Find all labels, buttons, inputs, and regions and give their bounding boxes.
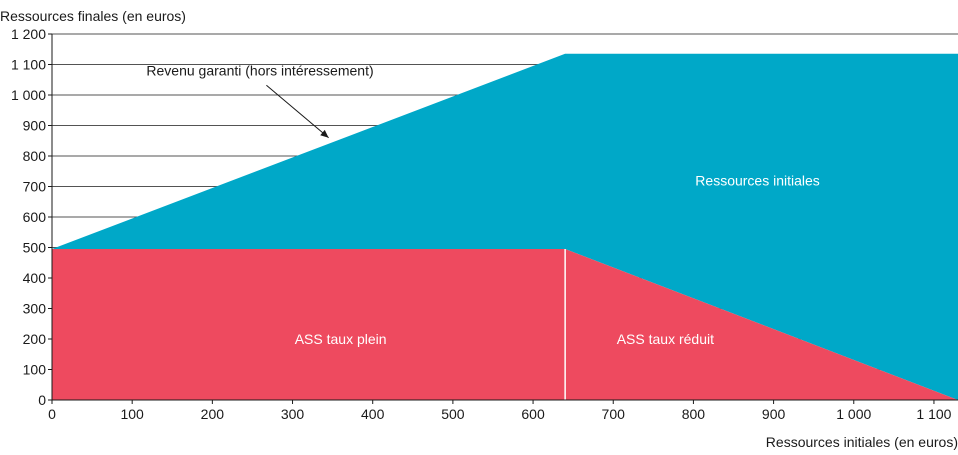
- x-axis-title: Ressources initiales (en euros): [766, 434, 958, 450]
- area-ass-taux-reduit: [565, 249, 958, 400]
- area-ressources-initiales: [52, 53, 958, 401]
- x-tick-label-6: 600: [521, 406, 545, 422]
- area-ass-taux-plein: [52, 249, 566, 400]
- y-tick-label-4: 400: [23, 270, 47, 286]
- axes: [48, 33, 958, 404]
- x-tick-label-10: 1 000: [836, 406, 871, 422]
- y-tick-label-0: 0: [38, 392, 46, 408]
- y-tick-label-8: 800: [23, 148, 47, 164]
- y-tick-label-12: 1 200: [11, 26, 46, 42]
- x-tick-label-2: 200: [201, 406, 225, 422]
- y-tick-label-6: 600: [23, 209, 47, 225]
- x-tick-label-1: 100: [120, 406, 144, 422]
- y-tick-label-3: 300: [23, 301, 47, 317]
- y-tick-label-2: 200: [23, 331, 47, 347]
- y-tick-label-11: 1 100: [11, 57, 46, 73]
- annotation-arrow-line: [266, 84, 329, 139]
- x-tick-label-5: 500: [441, 406, 465, 422]
- y-axis-title: Ressources finales (en euros): [0, 8, 186, 24]
- x-tick-label-11: 1 100: [916, 406, 951, 422]
- chart-labels: Ressources finales (en euros) Ressources…: [0, 8, 958, 450]
- chart-areas: [52, 53, 958, 401]
- area-label-ressources-initiales: Ressources initiales: [695, 172, 820, 188]
- y-tick-label-1: 100: [23, 362, 47, 378]
- tick-labels: 0 100 200 300 400 500 600 700 800 900 1 000 1 100 1 …: [11, 26, 952, 422]
- x-tick-label-7: 700: [602, 406, 626, 422]
- y-tick-label-10: 1 000: [11, 87, 46, 103]
- x-tick-label-3: 300: [281, 406, 305, 422]
- x-tick-label-9: 900: [762, 406, 786, 422]
- y-tick-label-7: 700: [23, 179, 47, 195]
- annotation-arrow-head: [320, 129, 329, 138]
- x-tick-label-4: 400: [361, 406, 385, 422]
- area-label-ass-taux-reduit: ASS taux réduit: [617, 331, 714, 347]
- y-tick-label-5: 500: [23, 240, 47, 256]
- x-tick-label-0: 0: [48, 406, 56, 422]
- y-tick-label-9: 900: [23, 118, 47, 134]
- area-label-ass-taux-plein: ASS taux plein: [295, 331, 387, 347]
- annotation-revenu-garanti: Revenu garanti (hors intéressement): [146, 62, 373, 78]
- x-tick-label-8: 800: [682, 406, 706, 422]
